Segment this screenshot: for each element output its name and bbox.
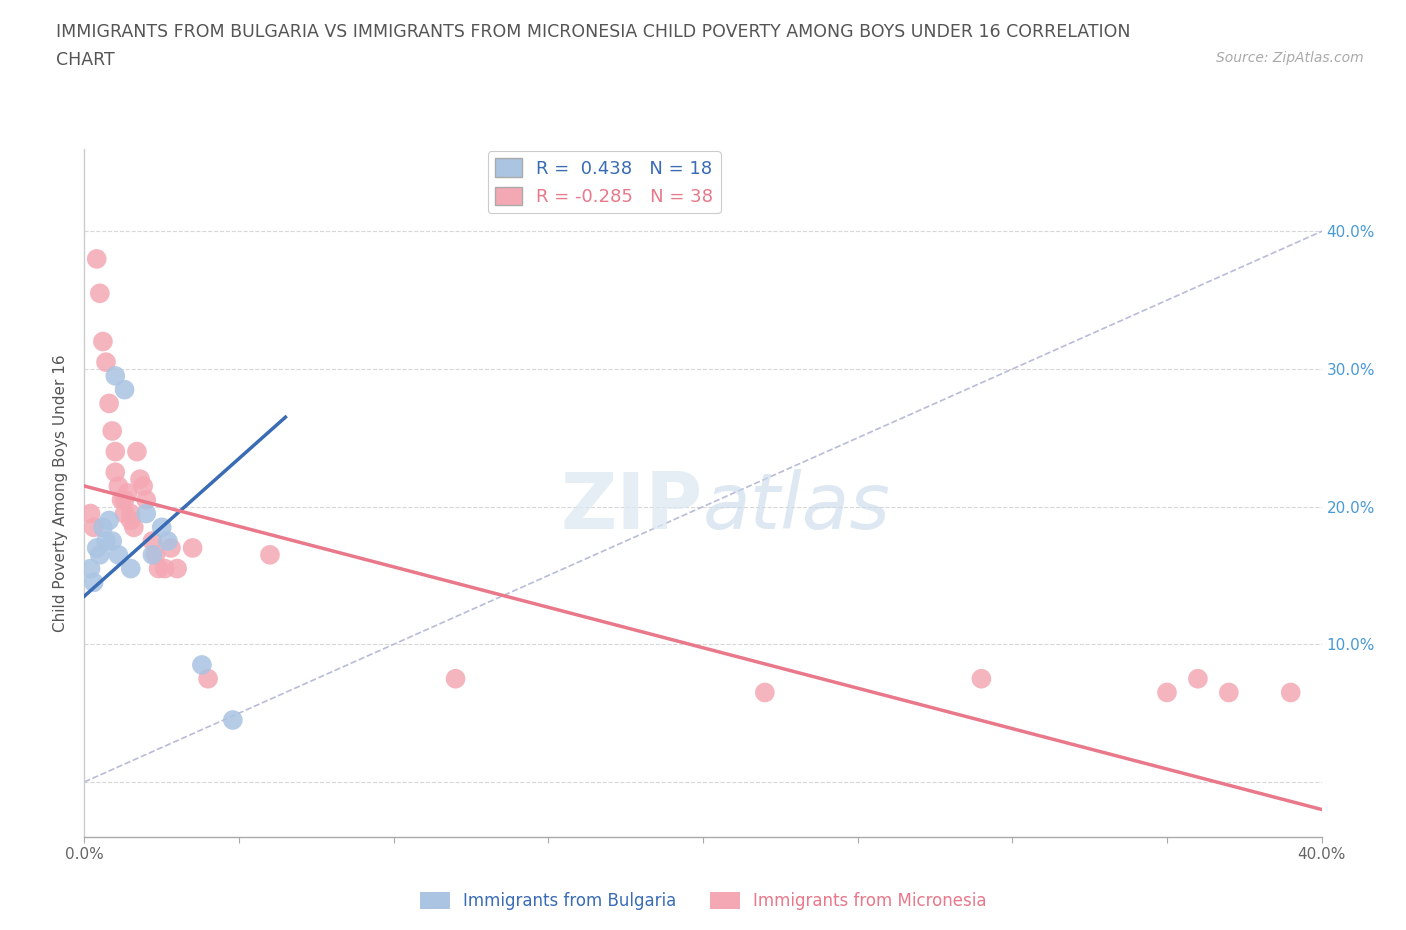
Point bbox=[125, 445, 148, 459]
Point bbox=[101, 423, 124, 438]
Point bbox=[148, 561, 170, 576]
Point bbox=[89, 548, 111, 563]
Text: Source: ZipAtlas.com: Source: ZipAtlas.com bbox=[1216, 51, 1364, 65]
Point bbox=[160, 540, 183, 555]
Point bbox=[153, 561, 176, 576]
Y-axis label: Child Poverty Among Boys Under 16: Child Poverty Among Boys Under 16 bbox=[53, 354, 69, 631]
Point bbox=[98, 513, 121, 528]
Point bbox=[114, 492, 136, 507]
Point bbox=[86, 251, 108, 266]
Point bbox=[1156, 685, 1178, 700]
Point bbox=[114, 382, 136, 397]
Point bbox=[141, 534, 163, 549]
Point bbox=[122, 520, 145, 535]
Point bbox=[101, 534, 124, 549]
Point bbox=[117, 485, 139, 500]
Point bbox=[104, 445, 127, 459]
Legend: R =  0.438   N = 18, R = -0.285   N = 38: R = 0.438 N = 18, R = -0.285 N = 38 bbox=[488, 151, 720, 213]
Point bbox=[145, 548, 167, 563]
Point bbox=[132, 479, 155, 494]
Point bbox=[259, 548, 281, 563]
Point bbox=[181, 540, 204, 555]
Point bbox=[91, 520, 114, 535]
Point bbox=[156, 534, 179, 549]
Point bbox=[970, 671, 993, 686]
Point bbox=[197, 671, 219, 686]
Point bbox=[83, 575, 105, 590]
Point bbox=[79, 506, 101, 521]
Point bbox=[107, 479, 129, 494]
Text: ZIP: ZIP bbox=[561, 469, 703, 545]
Legend: Immigrants from Bulgaria, Immigrants from Micronesia: Immigrants from Bulgaria, Immigrants fro… bbox=[413, 885, 993, 917]
Point bbox=[222, 712, 245, 727]
Text: atlas: atlas bbox=[703, 469, 891, 545]
Point bbox=[94, 534, 117, 549]
Point bbox=[166, 561, 188, 576]
Point bbox=[94, 354, 117, 369]
Point bbox=[89, 286, 111, 300]
Point bbox=[104, 465, 127, 480]
Point bbox=[120, 513, 142, 528]
Point bbox=[120, 561, 142, 576]
Point bbox=[1279, 685, 1302, 700]
Point bbox=[107, 548, 129, 563]
Point bbox=[86, 540, 108, 555]
Point bbox=[444, 671, 467, 686]
Point bbox=[114, 506, 136, 521]
Point bbox=[1187, 671, 1209, 686]
Point bbox=[1218, 685, 1240, 700]
Point bbox=[150, 520, 173, 535]
Point bbox=[754, 685, 776, 700]
Point bbox=[91, 334, 114, 349]
Point bbox=[104, 368, 127, 383]
Point bbox=[135, 492, 157, 507]
Point bbox=[110, 492, 132, 507]
Point bbox=[98, 396, 121, 411]
Point bbox=[129, 472, 152, 486]
Text: CHART: CHART bbox=[56, 51, 115, 69]
Point bbox=[141, 548, 163, 563]
Point bbox=[120, 506, 142, 521]
Point bbox=[191, 658, 214, 672]
Point bbox=[79, 561, 101, 576]
Point bbox=[83, 520, 105, 535]
Text: IMMIGRANTS FROM BULGARIA VS IMMIGRANTS FROM MICRONESIA CHILD POVERTY AMONG BOYS : IMMIGRANTS FROM BULGARIA VS IMMIGRANTS F… bbox=[56, 23, 1130, 41]
Point bbox=[135, 506, 157, 521]
